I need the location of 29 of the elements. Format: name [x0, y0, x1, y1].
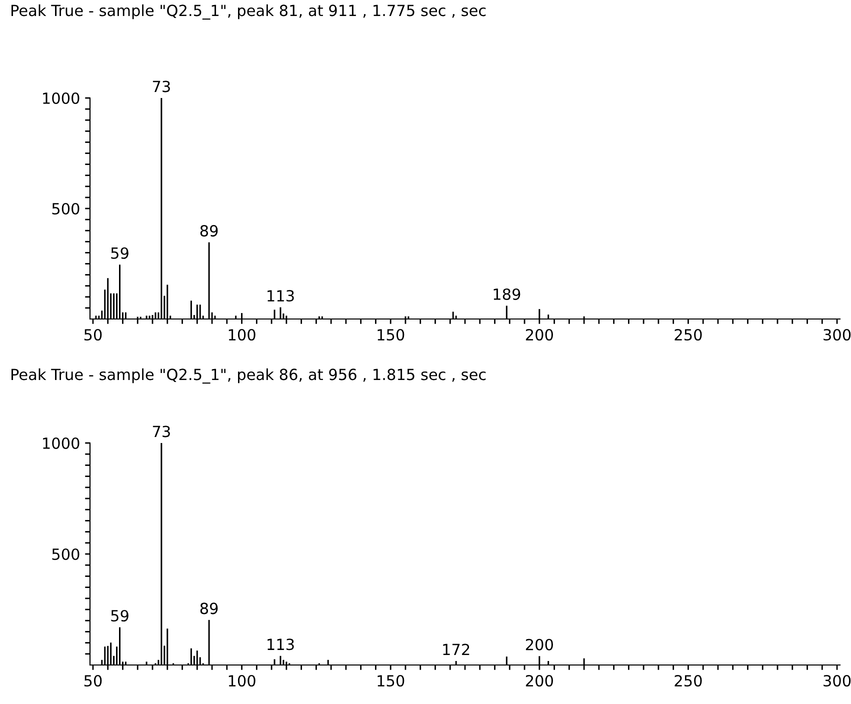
x-tick-label: 300 — [824, 674, 851, 687]
x-tick-label: 200 — [526, 328, 553, 341]
x-tick-label: 100 — [228, 674, 256, 687]
annotation: 113 — [268, 638, 294, 650]
x-tick-label: 50 — [84, 328, 102, 341]
chart-title: Peak True - sample "Q2.5_1", peak 81, at 911 , 1.775 sec , sec — [12, 4, 486, 20]
annotation: 200 — [526, 638, 553, 650]
y-tick-label: 500 — [52, 548, 80, 560]
annotation: 172 — [443, 644, 470, 656]
annotation: 73 — [152, 426, 170, 438]
annotation: 89 — [200, 602, 218, 614]
x-tick-label: 300 — [824, 328, 851, 341]
annotation: 189 — [494, 288, 520, 300]
x-tick-label: 200 — [526, 674, 553, 687]
y-tick-label: 1000 — [43, 92, 80, 104]
y-tick-label: 1000 — [43, 437, 80, 450]
x-tick-label: 250 — [674, 674, 702, 687]
annotation: 59 — [111, 247, 128, 259]
x-tick-label: 150 — [378, 328, 404, 341]
chart-title: Peak True - sample "Q2.5_1", peak 86, at 956 , 1.815 sec , sec — [12, 368, 486, 384]
x-tick-label: 150 — [378, 674, 404, 687]
x-tick-label: 100 — [228, 328, 256, 341]
annotation: 59 — [111, 610, 128, 622]
annotation: 73 — [152, 80, 170, 92]
annotation: 89 — [200, 225, 218, 237]
x-tick-label: 50 — [84, 674, 102, 687]
y-tick-label: 500 — [52, 202, 80, 215]
x-tick-label: 250 — [674, 328, 702, 341]
annotation: 113 — [268, 290, 294, 302]
